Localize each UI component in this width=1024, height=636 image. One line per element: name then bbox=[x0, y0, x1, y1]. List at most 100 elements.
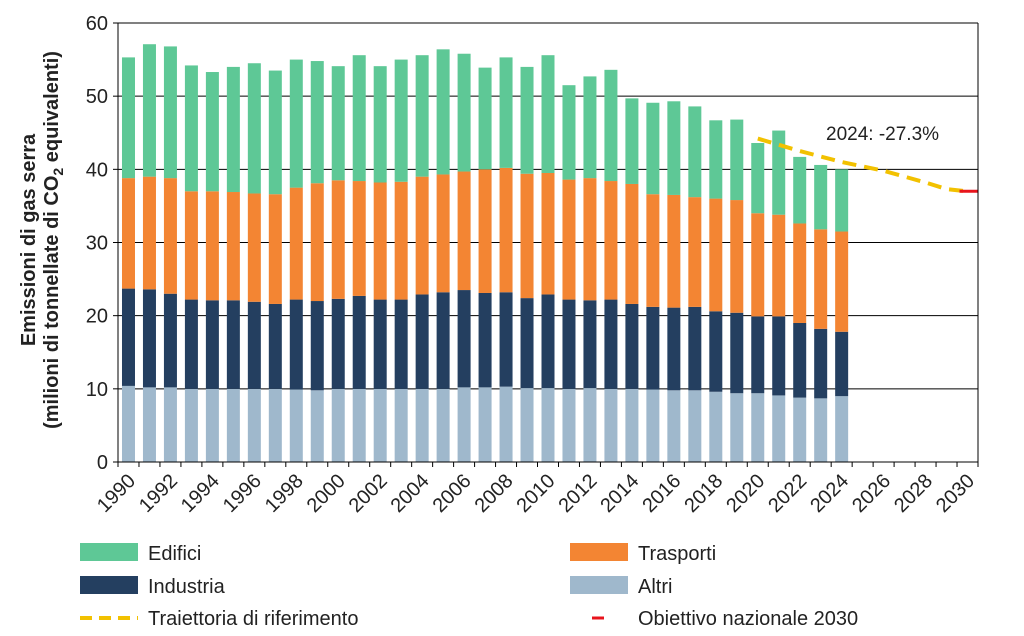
bar-industria-2001 bbox=[352, 295, 366, 389]
bar-industria-2020 bbox=[751, 316, 765, 394]
bar-stack-2023 bbox=[814, 164, 828, 462]
bar-altri-1990 bbox=[121, 385, 135, 462]
bar-altri-1991 bbox=[142, 387, 156, 462]
legend-item-traiettoria: Traiettoria di riferimento bbox=[80, 608, 358, 630]
legend-label-altri: Altri bbox=[638, 576, 672, 598]
bar-stack-1997 bbox=[268, 70, 282, 462]
legend-item-trasporti: Trasporti bbox=[570, 543, 716, 565]
x-tick-label-2024: 2024 bbox=[806, 470, 853, 517]
legend-label-industria: Industria bbox=[148, 576, 226, 598]
bar-industria-2012 bbox=[583, 300, 597, 389]
bar-industria-1992 bbox=[163, 293, 177, 388]
bar-edifici-1991 bbox=[142, 44, 156, 177]
y-axis-label-unit: (milioni di tonnellate di CO2 equivalent… bbox=[41, 51, 66, 429]
bar-stack-2003 bbox=[394, 59, 408, 462]
bar-altri-2009 bbox=[520, 388, 534, 462]
bar-industria-2018 bbox=[709, 311, 723, 392]
bar-stack-2013 bbox=[604, 69, 618, 462]
bar-industria-2009 bbox=[520, 298, 534, 389]
bar-edifici-2024 bbox=[835, 169, 849, 232]
bar-stack-1991 bbox=[142, 44, 156, 462]
bar-stack-2021 bbox=[772, 130, 786, 462]
bar-stack-2011 bbox=[562, 85, 576, 462]
bar-edifici-2010 bbox=[541, 55, 555, 173]
legend-label-trasporti: Trasporti bbox=[638, 543, 716, 565]
bar-edifici-2016 bbox=[667, 101, 681, 195]
bar-stack-2007 bbox=[478, 67, 492, 462]
x-tick-labels: 1990199219941996199820002002200420062008… bbox=[93, 470, 979, 517]
y-tick-label-50: 50 bbox=[86, 86, 108, 108]
x-tick-label-2012: 2012 bbox=[554, 470, 601, 517]
bar-trasporti-2013 bbox=[604, 181, 618, 300]
bar-trasporti-1991 bbox=[142, 176, 156, 290]
bar-edifici-1996 bbox=[247, 63, 261, 194]
x-tick-label-2004: 2004 bbox=[387, 470, 434, 517]
bar-industria-2013 bbox=[604, 299, 618, 389]
bar-edifici-1992 bbox=[163, 46, 177, 179]
bar-industria-1990 bbox=[121, 288, 135, 386]
bar-stack-2002 bbox=[373, 66, 387, 462]
bar-trasporti-2011 bbox=[562, 179, 576, 300]
x-tick-label-2016: 2016 bbox=[638, 470, 685, 517]
legend-label-traiettoria: Traiettoria di riferimento bbox=[148, 608, 358, 630]
bar-trasporti-2017 bbox=[688, 197, 702, 307]
bar-stack-2017 bbox=[688, 106, 702, 462]
x-tick-label-1990: 1990 bbox=[93, 470, 140, 517]
y-tick-label-10: 10 bbox=[86, 379, 108, 401]
bar-edifici-1999 bbox=[310, 61, 324, 184]
bar-industria-2017 bbox=[688, 306, 702, 391]
bar-altri-2011 bbox=[562, 388, 576, 462]
y-tick-label-0: 0 bbox=[97, 452, 108, 474]
bar-stack-2006 bbox=[457, 53, 471, 462]
bar-trasporti-2010 bbox=[541, 172, 555, 295]
bar-altri-1998 bbox=[289, 389, 303, 462]
bar-industria-1994 bbox=[205, 300, 219, 389]
bar-stack-2009 bbox=[520, 66, 534, 462]
bar-trasporti-1993 bbox=[184, 191, 198, 300]
bar-altri-1996 bbox=[247, 388, 261, 462]
bar-trasporti-2016 bbox=[667, 194, 681, 308]
bar-industria-1993 bbox=[184, 299, 198, 389]
bar-industria-2014 bbox=[625, 303, 639, 389]
bar-altri-1992 bbox=[163, 387, 177, 462]
x-tick-label-2030: 2030 bbox=[932, 470, 979, 517]
bar-altri-2022 bbox=[793, 397, 807, 462]
legend-swatch-edifici bbox=[80, 543, 138, 561]
bar-trasporti-1995 bbox=[226, 192, 240, 301]
x-tick-label-2020: 2020 bbox=[722, 470, 769, 517]
bar-edifici-2009 bbox=[520, 66, 534, 174]
bar-trasporti-2021 bbox=[772, 214, 786, 317]
bar-altri-2003 bbox=[394, 388, 408, 462]
x-tick-label-2014: 2014 bbox=[596, 470, 643, 517]
bar-trasporti-1990 bbox=[121, 178, 135, 289]
bar-trasporti-2000 bbox=[331, 180, 345, 299]
bar-industria-1997 bbox=[268, 303, 282, 389]
bar-trasporti-2002 bbox=[373, 182, 387, 300]
bar-trasporti-2023 bbox=[814, 229, 828, 329]
bar-altri-2010 bbox=[541, 388, 555, 462]
legend-swatch-altri bbox=[570, 576, 628, 594]
bar-edifici-2018 bbox=[709, 120, 723, 199]
trajectory-layer bbox=[757, 136, 978, 194]
bar-trasporti-2018 bbox=[709, 198, 723, 312]
bar-altri-2006 bbox=[457, 387, 471, 462]
bar-stack-2008 bbox=[499, 57, 513, 462]
bar-edifici-2003 bbox=[394, 59, 408, 182]
bar-industria-2006 bbox=[457, 290, 471, 388]
x-tick-label-2028: 2028 bbox=[890, 470, 937, 517]
bar-industria-2010 bbox=[541, 294, 555, 389]
bar-edifici-2023 bbox=[814, 164, 828, 230]
reduction-annotation: 2024: -27.3% bbox=[826, 124, 939, 145]
y-axis-unit-subscript: 2 bbox=[50, 168, 66, 176]
bar-altri-2012 bbox=[583, 388, 597, 462]
bar-industria-2019 bbox=[730, 312, 744, 394]
y-tick-labels: 0 10 20 30 40 50 60 bbox=[86, 13, 108, 474]
bar-altri-2002 bbox=[373, 388, 387, 462]
bar-edifici-2000 bbox=[331, 66, 345, 181]
bar-altri-2015 bbox=[646, 389, 660, 462]
x-tick-label-1992: 1992 bbox=[135, 470, 182, 517]
bar-altri-2019 bbox=[730, 393, 744, 462]
bar-edifici-2014 bbox=[625, 98, 639, 184]
bar-trasporti-1997 bbox=[268, 194, 282, 304]
